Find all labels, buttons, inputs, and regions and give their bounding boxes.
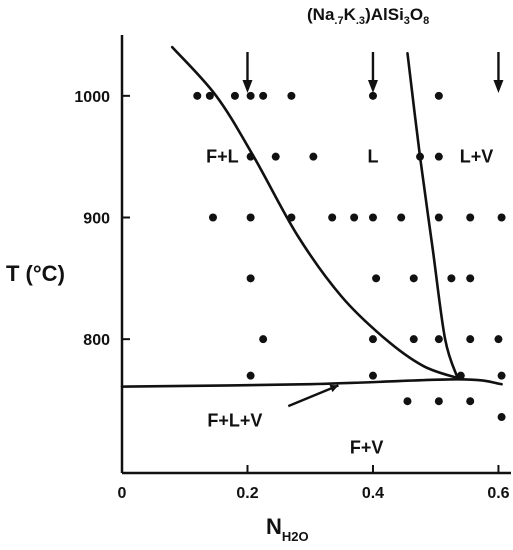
- data-point: [466, 213, 475, 222]
- data-point: [246, 213, 255, 222]
- y-tick-label: 900: [83, 211, 110, 228]
- data-point: [466, 274, 475, 283]
- y-tick-label: 1000: [74, 89, 110, 106]
- curve-liquidus-F: [170, 45, 459, 380]
- data-point: [409, 335, 418, 344]
- region-label: F+L: [206, 147, 239, 167]
- data-point: [259, 91, 268, 100]
- chart-title: (Na.7K.3)AlSi3O8: [307, 5, 429, 27]
- region-label: F+V: [350, 437, 384, 457]
- data-point: [497, 413, 506, 422]
- x-axis-label: NH2O: [266, 514, 309, 544]
- data-point: [246, 152, 255, 161]
- data-point: [368, 91, 377, 100]
- data-point: [368, 213, 377, 222]
- composition-arrowhead: [493, 80, 504, 93]
- data-point: [350, 213, 359, 222]
- data-points: [193, 91, 506, 422]
- data-point: [466, 397, 475, 406]
- data-point: [434, 213, 443, 222]
- data-point: [434, 335, 443, 344]
- data-point: [497, 371, 506, 380]
- data-point: [497, 213, 506, 222]
- region-label: F+L+V: [207, 411, 262, 431]
- data-point: [397, 213, 406, 222]
- data-point: [434, 91, 443, 100]
- data-point: [403, 397, 412, 406]
- data-point: [368, 335, 377, 344]
- data-point: [230, 91, 239, 100]
- label-leader-line: [287, 384, 339, 408]
- curve-solidus: [120, 378, 503, 388]
- data-point: [309, 152, 318, 161]
- x-tick-label: 0.4: [362, 485, 384, 502]
- region-label: L: [367, 147, 378, 167]
- composition-arrowhead: [367, 80, 378, 93]
- data-point: [434, 152, 443, 161]
- x-tick-label: 0.6: [487, 485, 509, 502]
- region-label: L+V: [460, 147, 494, 167]
- data-point: [208, 213, 217, 222]
- data-point: [372, 274, 381, 283]
- data-point: [328, 213, 337, 222]
- data-point: [287, 91, 296, 100]
- composition-arrows: [242, 52, 504, 93]
- data-point: [456, 371, 465, 380]
- curves: [120, 45, 503, 408]
- region-labels: F+L L L+V F+L+V F+V: [206, 147, 493, 458]
- data-point: [205, 91, 214, 100]
- data-point: [466, 335, 475, 344]
- data-point: [434, 397, 443, 406]
- y-axis-label: T (°C): [6, 261, 65, 286]
- data-point: [368, 371, 377, 380]
- data-point: [259, 335, 268, 344]
- data-point: [287, 213, 296, 222]
- data-point: [246, 274, 255, 283]
- x-tick-label: 0: [118, 485, 127, 502]
- axes: 0 0.2 0.4 0.6 800 900 1000: [74, 35, 511, 502]
- data-point: [193, 91, 202, 100]
- data-point: [246, 371, 255, 380]
- data-point: [447, 274, 456, 283]
- label-leader-arrowhead: [329, 384, 339, 393]
- curve-liquidus-V: [406, 51, 459, 380]
- data-point: [416, 152, 425, 161]
- x-tick-label: 0.2: [236, 485, 258, 502]
- data-point: [246, 91, 255, 100]
- data-point: [271, 152, 280, 161]
- composition-arrowhead: [242, 80, 253, 93]
- y-tick-label: 800: [83, 332, 110, 349]
- data-point: [409, 274, 418, 283]
- data-point: [494, 335, 503, 344]
